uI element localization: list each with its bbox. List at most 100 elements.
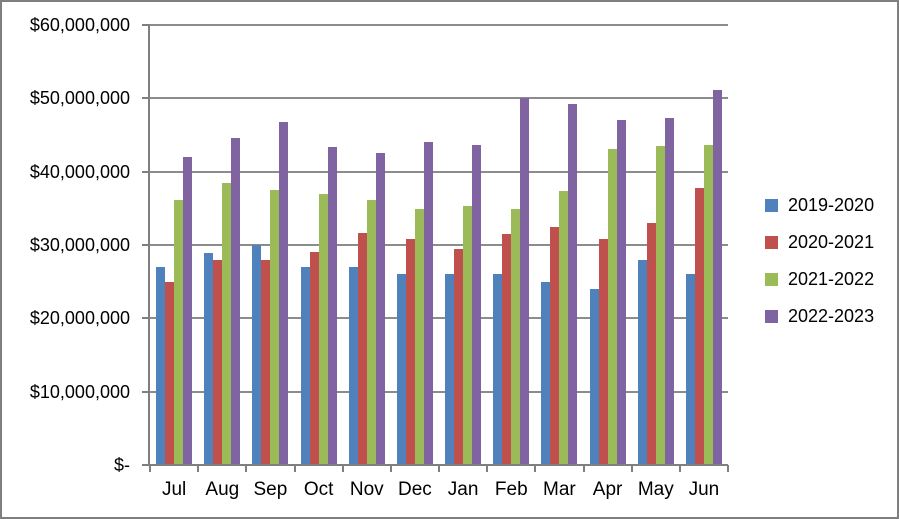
y-axis-tick-label: $10,000,000 [29,381,130,402]
x-axis-label-jun: Jun [688,479,720,500]
x-axis-tick [678,465,681,472]
bar-2020-2021-nov[interactable] [357,232,367,465]
bar-2021-2022-oct[interactable] [318,193,328,465]
bar-2019-2020-jan[interactable] [445,274,455,465]
x-axis-label-may: May [637,479,674,500]
bar-2022-2023-jul[interactable] [183,157,193,465]
y-axis-tick [142,24,150,26]
legend-item-2019-2020[interactable]: 2019-2020 [765,193,874,217]
legend-color-swatch-2020-2021 [765,235,778,249]
y-axis-tick [142,97,150,100]
legend-color-swatch-2022-2023 [765,309,778,323]
bar-2020-2021-jul[interactable] [165,281,175,465]
bar-2022-2023-sep[interactable] [279,121,289,465]
y-axis-tick-label: $- [113,455,130,475]
gridline [150,97,728,100]
bar-2021-2022-mar[interactable] [559,190,569,465]
bar-2022-2023-apr[interactable] [616,120,626,465]
bar-2022-2023-dec[interactable] [423,142,433,465]
bar-2020-2021-jun[interactable] [694,187,704,465]
x-axis-label-sep: Sep [253,479,288,500]
y-axis-tick-label: $60,000,000 [29,15,130,35]
x-axis-tick [727,465,729,472]
bar-2020-2021-dec[interactable] [405,239,415,465]
bar-2022-2023-may[interactable] [664,118,674,465]
bar-2019-2020-feb[interactable] [493,274,503,465]
bar-2021-2022-feb[interactable] [511,209,521,465]
x-axis-tick [582,465,585,472]
x-axis-label-dec: Dec [397,479,432,500]
bar-2019-2020-oct[interactable] [300,267,310,465]
bar-2019-2020-aug[interactable] [204,253,214,465]
bar-2021-2022-jul[interactable] [174,199,184,465]
bar-2022-2023-oct[interactable] [327,146,337,465]
gridline [150,244,728,246]
bar-2021-2022-dec[interactable] [414,209,424,465]
y-axis-tick [142,317,150,320]
x-axis-tick [534,465,537,472]
bar-2019-2020-mar[interactable] [541,281,551,465]
legend-item-2020-2021[interactable]: 2020-2021 [765,230,874,254]
x-axis-tick [197,465,200,472]
x-axis-label-jul: Jul [161,479,187,500]
bar-2019-2020-apr[interactable] [589,289,599,465]
bar-2021-2022-aug[interactable] [222,183,232,465]
y-axis-tick-label: $30,000,000 [29,235,130,255]
bar-2021-2022-nov[interactable] [366,200,376,465]
x-axis-tick [486,465,489,472]
x-axis-tick [293,465,296,472]
bar-2019-2020-dec[interactable] [396,274,406,465]
legend-item-label: 2022-2023 [788,305,875,326]
bar-2022-2023-mar[interactable] [568,103,578,465]
bar-2020-2021-sep[interactable] [261,259,271,465]
y-axis-line [148,24,150,465]
legend-item-label: 2021-2022 [788,268,875,289]
bar-2022-2023-nov[interactable] [375,153,385,465]
bar-2020-2021-aug[interactable] [213,259,223,465]
gridline [150,170,728,173]
y-axis-tick-label: $50,000,000 [29,88,130,109]
bar-2021-2022-jun[interactable] [703,144,713,465]
bar-2022-2023-jun[interactable] [712,89,722,465]
legend-item-2021-2022[interactable]: 2021-2022 [765,267,874,291]
gridline [150,390,728,393]
y-axis-tick-label: $40,000,000 [29,161,130,182]
gridline [150,317,728,320]
bar-2020-2021-apr[interactable] [598,239,608,465]
bar-2019-2020-jun[interactable] [685,274,695,465]
x-axis-tick [245,465,248,472]
bar-2019-2020-sep[interactable] [252,245,262,465]
bar-2019-2020-may[interactable] [637,259,647,465]
legend-item-label: 2020-2021 [788,231,875,252]
bar-2022-2023-aug[interactable] [231,137,241,465]
legend-item-2022-2023[interactable]: 2022-2023 [765,304,874,328]
bar-2020-2021-jan[interactable] [454,248,464,465]
bar-2021-2022-apr[interactable] [607,148,617,465]
bar-2020-2021-may[interactable] [646,223,656,465]
bar-2020-2021-feb[interactable] [502,234,512,465]
y-axis-tick [142,390,150,393]
bar-2022-2023-feb[interactable] [520,98,530,465]
y-axis-tick [142,244,150,246]
x-axis-tick [341,465,344,472]
x-axis-label-feb: Feb [494,479,528,500]
bar-2020-2021-oct[interactable] [309,252,319,465]
y-axis-tick [142,170,150,173]
bar-2019-2020-nov[interactable] [348,267,358,465]
bar-2021-2022-may[interactable] [655,146,665,465]
x-axis-tick [630,465,633,472]
x-axis-tick [438,465,440,472]
bar-2021-2022-sep[interactable] [270,190,280,465]
x-axis-tick [389,465,392,472]
x-axis-label-aug: Aug [205,479,240,500]
y-axis-tick [142,464,150,466]
x-axis-label-mar: Mar [543,479,576,500]
bar-2022-2023-jan[interactable] [472,145,482,465]
legend-item-label: 2019-2020 [788,194,875,215]
legend-color-swatch-2019-2020 [765,198,778,212]
bar-2019-2020-jul[interactable] [156,267,166,465]
legend: 2019-2020 2020-2021 2021-2022 2022-2023 [765,193,874,341]
bar-2021-2022-jan[interactable] [463,206,473,465]
bar-2020-2021-mar[interactable] [550,226,560,465]
